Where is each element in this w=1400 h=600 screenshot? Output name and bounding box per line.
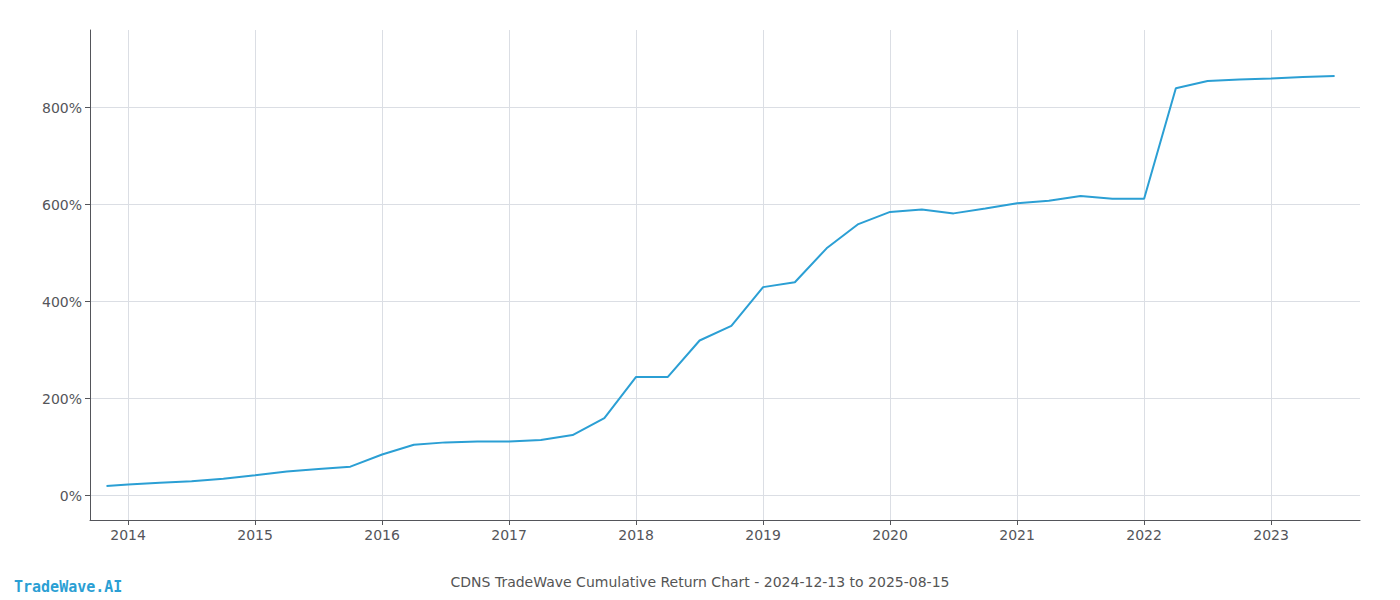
svg-text:2021: 2021	[999, 527, 1035, 543]
svg-text:600%: 600%	[42, 197, 82, 213]
svg-text:2019: 2019	[745, 527, 781, 543]
svg-text:CDNS TradeWave Cumulative Retu: CDNS TradeWave Cumulative Return Chart -…	[451, 574, 950, 590]
svg-text:2023: 2023	[1253, 527, 1289, 543]
svg-text:2022: 2022	[1126, 527, 1162, 543]
svg-text:2015: 2015	[237, 527, 273, 543]
svg-text:800%: 800%	[42, 100, 82, 116]
svg-text:2020: 2020	[872, 527, 908, 543]
svg-text:400%: 400%	[42, 294, 82, 310]
svg-text:TradeWave.AI: TradeWave.AI	[14, 578, 122, 596]
svg-text:0%: 0%	[60, 488, 82, 504]
svg-text:200%: 200%	[42, 391, 82, 407]
svg-text:2017: 2017	[491, 527, 527, 543]
svg-text:2014: 2014	[110, 527, 146, 543]
svg-text:2018: 2018	[618, 527, 654, 543]
svg-text:2016: 2016	[364, 527, 400, 543]
